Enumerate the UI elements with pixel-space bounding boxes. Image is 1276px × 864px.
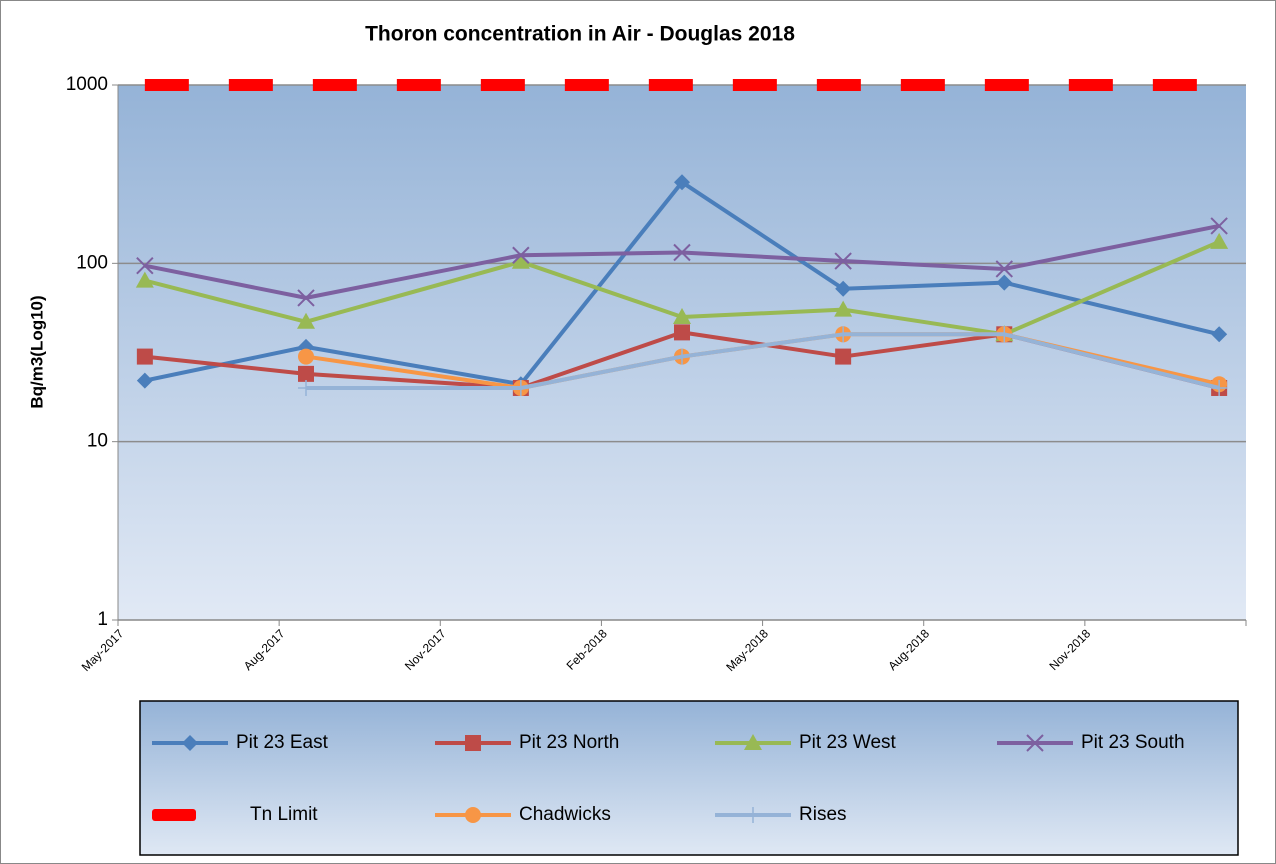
data-point xyxy=(297,312,315,329)
data-point xyxy=(834,252,852,270)
data-point xyxy=(512,379,529,396)
y-tick-label: 100 xyxy=(76,252,108,273)
legend-label: Pit 23 West xyxy=(799,732,897,753)
legend-label: Pit 23 South xyxy=(1081,732,1185,753)
legend-label: Tn Limit xyxy=(250,804,318,825)
chart-title: Thoron concentration in Air - Douglas 20… xyxy=(365,23,795,46)
data-point xyxy=(1211,326,1228,343)
y-tick-label: 1 xyxy=(97,609,108,630)
data-point xyxy=(298,348,314,365)
data-point xyxy=(835,280,852,297)
data-point xyxy=(996,326,1013,343)
data-point xyxy=(136,348,153,365)
data-point xyxy=(835,326,852,343)
legend-marker xyxy=(1026,734,1044,752)
legend-swatch xyxy=(152,809,196,821)
data-point xyxy=(136,256,154,275)
y-axis-label: Bq/m3(Log10) xyxy=(27,295,46,408)
data-point xyxy=(673,243,691,262)
data-point xyxy=(297,289,315,307)
data-point xyxy=(298,379,314,396)
data-point xyxy=(298,365,314,382)
data-point xyxy=(1211,379,1228,396)
legend-marker xyxy=(465,735,481,751)
data-point xyxy=(674,348,690,365)
data-point xyxy=(1210,232,1229,249)
legend-label: Pit 23 East xyxy=(236,732,329,753)
y-tick-label: 10 xyxy=(87,431,108,452)
data-point xyxy=(995,260,1013,278)
data-point xyxy=(673,308,691,325)
legend-marker xyxy=(744,734,762,750)
data-point xyxy=(136,372,153,389)
data-point xyxy=(511,252,530,269)
data-point xyxy=(835,348,852,365)
legend-marker xyxy=(465,807,481,823)
data-point xyxy=(674,174,690,191)
data-point xyxy=(512,246,530,264)
legend-marker xyxy=(745,807,761,823)
legend-label: Chadwicks xyxy=(519,804,611,825)
legend-label: Pit 23 North xyxy=(519,732,619,753)
legend xyxy=(139,700,1239,856)
data-point xyxy=(996,274,1013,291)
data-point xyxy=(1210,217,1228,235)
series-line xyxy=(306,332,1220,390)
data-point xyxy=(674,324,690,341)
y-tick-label: 1000 xyxy=(66,74,108,95)
legend-label: Rises xyxy=(799,804,847,825)
data-point xyxy=(135,271,154,288)
data-point xyxy=(834,300,853,317)
legend-marker xyxy=(182,735,198,751)
